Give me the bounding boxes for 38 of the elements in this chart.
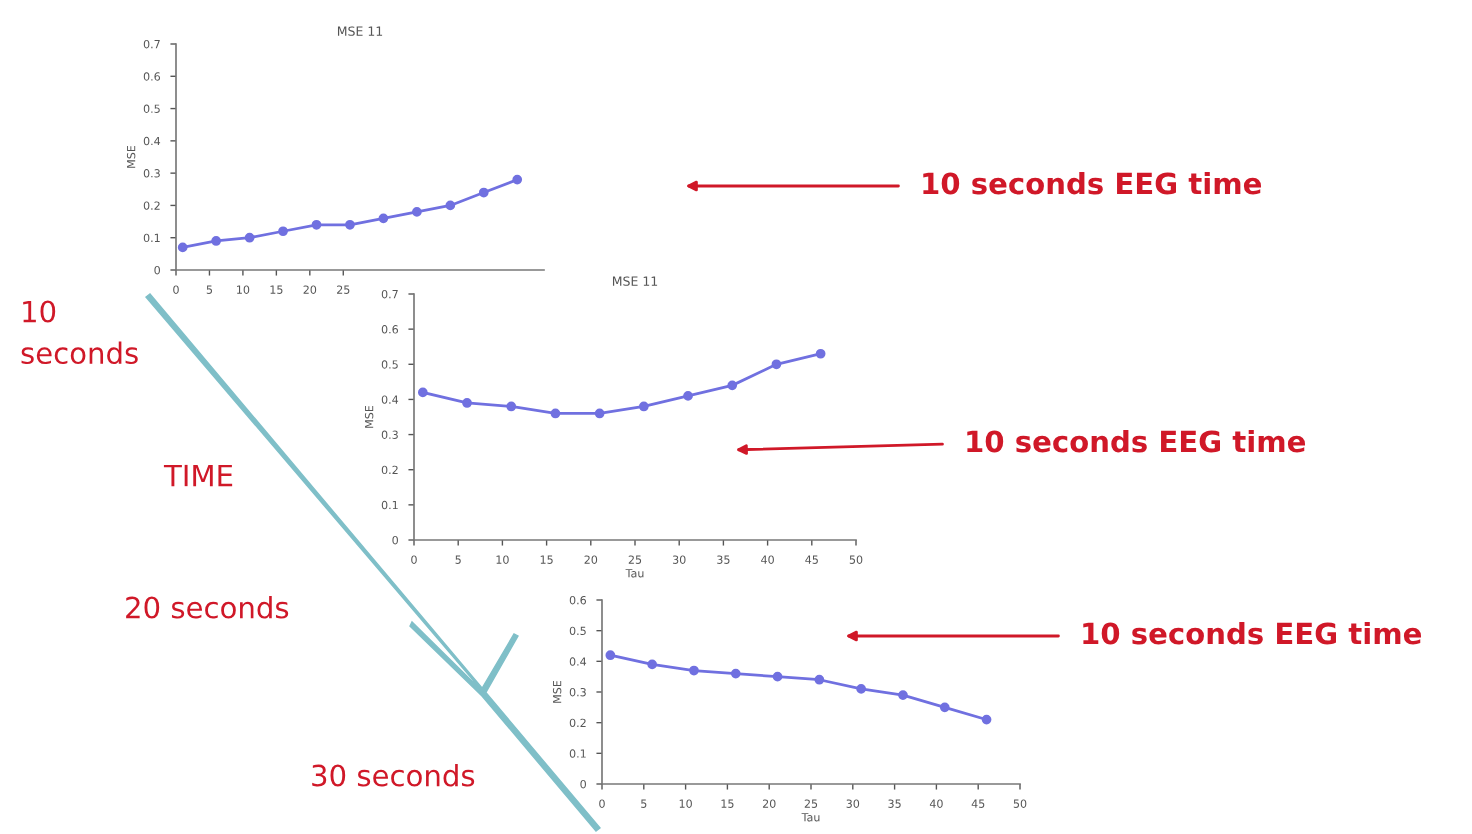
text: 10 seconds EEG time	[967, 429, 1306, 453]
point	[772, 671, 783, 682]
point	[605, 650, 616, 661]
point	[981, 714, 992, 725]
point	[727, 380, 738, 391]
point	[445, 200, 456, 211]
point	[378, 213, 389, 224]
point	[311, 219, 322, 230]
point	[211, 236, 222, 246]
point	[594, 408, 605, 419]
text: 10 seconds EEG time	[923, 171, 1262, 195]
text: 10 seconds	[21, 300, 138, 365]
point	[647, 659, 658, 670]
point	[550, 408, 561, 419]
point	[939, 702, 950, 713]
text: 30 seconds	[312, 764, 475, 787]
point	[814, 674, 825, 685]
point	[898, 690, 908, 700]
point	[730, 668, 741, 679]
text: 20 seconds	[126, 596, 289, 619]
point	[478, 187, 489, 198]
point	[177, 242, 188, 253]
point	[689, 665, 699, 676]
point	[856, 684, 867, 694]
point	[512, 174, 523, 185]
point	[278, 226, 288, 237]
point	[244, 232, 255, 243]
point	[683, 391, 693, 401]
point	[506, 401, 517, 412]
text: TIME	[163, 464, 233, 487]
point	[417, 387, 428, 398]
point	[412, 207, 422, 217]
point	[638, 401, 649, 412]
point	[462, 398, 472, 408]
point	[771, 359, 782, 370]
point	[815, 348, 826, 359]
text: 10 seconds EEG time	[1083, 621, 1422, 645]
point	[345, 219, 355, 230]
